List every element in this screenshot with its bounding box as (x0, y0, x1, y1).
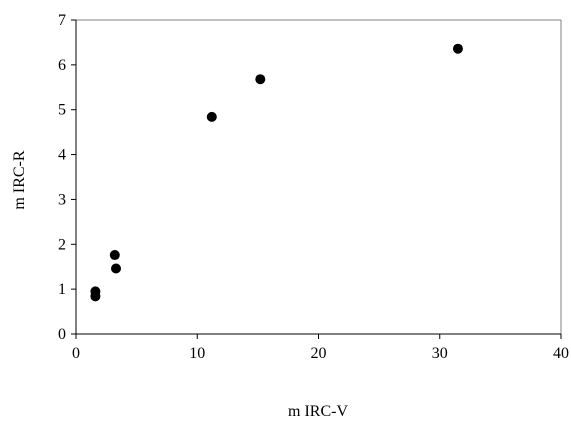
y-axis-label: m IRC-R (11, 150, 28, 209)
x-axis-label: m IRC-V (288, 403, 348, 420)
x-tick-label: 40 (553, 345, 569, 362)
y-tick-label: 1 (58, 281, 66, 298)
x-tick-label: 30 (432, 345, 448, 362)
data-point (90, 291, 101, 302)
y-tick-label: 7 (58, 12, 66, 29)
data-point (206, 111, 217, 122)
plot-frame (75, 19, 562, 335)
y-tick-label: 4 (58, 147, 66, 164)
data-point (111, 263, 122, 274)
y-tick-label: 6 (58, 57, 66, 74)
data-point (255, 74, 266, 85)
data-point (452, 43, 463, 54)
axis-ticks: 0 10 20 30 40 0 1 2 3 4 5 6 7 (58, 12, 569, 362)
y-tick-label: 2 (58, 236, 66, 253)
x-tick-label: 0 (72, 345, 80, 362)
x-tick-label: 20 (311, 345, 327, 362)
x-tick-label: 10 (189, 345, 205, 362)
data-points (90, 43, 463, 302)
y-tick-label: 3 (58, 191, 66, 208)
y-tick-label: 5 (58, 102, 66, 119)
data-point (109, 250, 120, 261)
y-tick-label: 0 (58, 326, 66, 343)
